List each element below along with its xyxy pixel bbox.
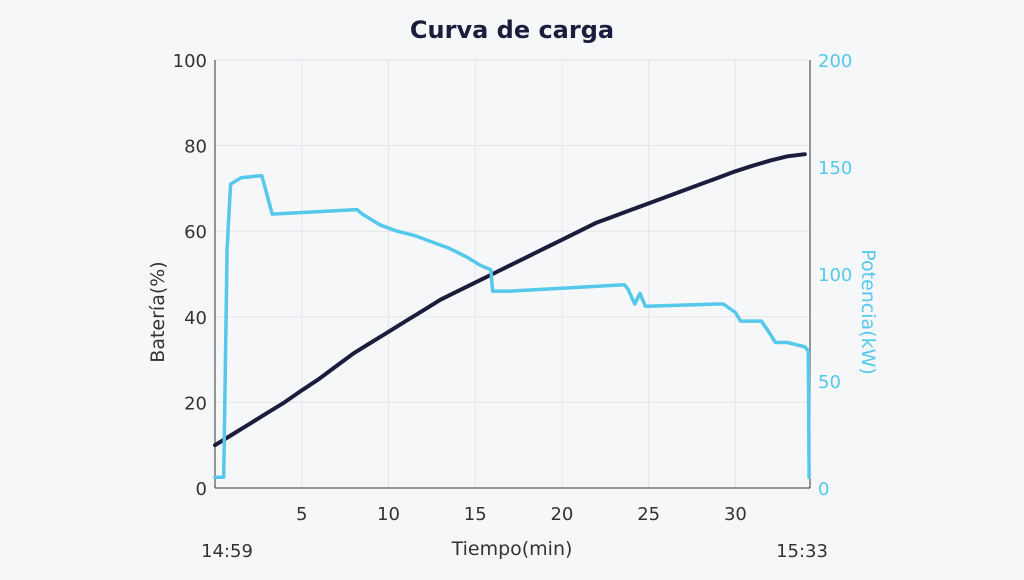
y-tick-label-left: 60 — [184, 222, 207, 243]
y-tick-label-right: 200 — [818, 51, 852, 72]
y-tick-label-left: 0 — [196, 479, 207, 500]
y-tick-label-right: 150 — [818, 158, 852, 179]
x-tick-label: 25 — [637, 504, 660, 525]
x-tick-label: 10 — [377, 504, 400, 525]
x-tick-label: 15 — [464, 504, 487, 525]
y-tick-label-left: 20 — [184, 393, 207, 414]
x-tick-label: 30 — [724, 504, 747, 525]
battery-series-line — [213, 152, 807, 448]
y-tick-label-left: 40 — [184, 308, 207, 329]
start-time-label: 14:59 — [201, 541, 253, 562]
y-axis-left-label: Batería(%) — [147, 261, 169, 362]
chart-title: Curva de carga — [410, 16, 614, 44]
y-tick-label-right: 100 — [818, 265, 852, 286]
end-time-label: 15:33 — [776, 541, 828, 562]
y-tick-label-right: 50 — [818, 372, 841, 393]
grid-layer — [215, 59, 810, 488]
series-layer — [213, 152, 811, 480]
label-layer: Tiempo(min) 14:59 15:33 Batería(%) Poten… — [147, 249, 879, 562]
y-tick-label-left: 100 — [173, 51, 207, 72]
x-axis-label: Tiempo(min) — [451, 538, 573, 560]
y-tick-label-left: 80 — [184, 137, 207, 158]
power-series-line — [213, 173, 811, 480]
x-tick-label: 5 — [296, 504, 307, 525]
x-tick-label: 20 — [550, 504, 573, 525]
axis-layer: 0 20 40 60 80 100 0 50 100 150 200 5 10 15 20 25 30 — [173, 51, 853, 525]
y-axis-right-label: Potencia(kW) — [857, 249, 879, 375]
y-tick-label-right: 0 — [818, 479, 829, 500]
